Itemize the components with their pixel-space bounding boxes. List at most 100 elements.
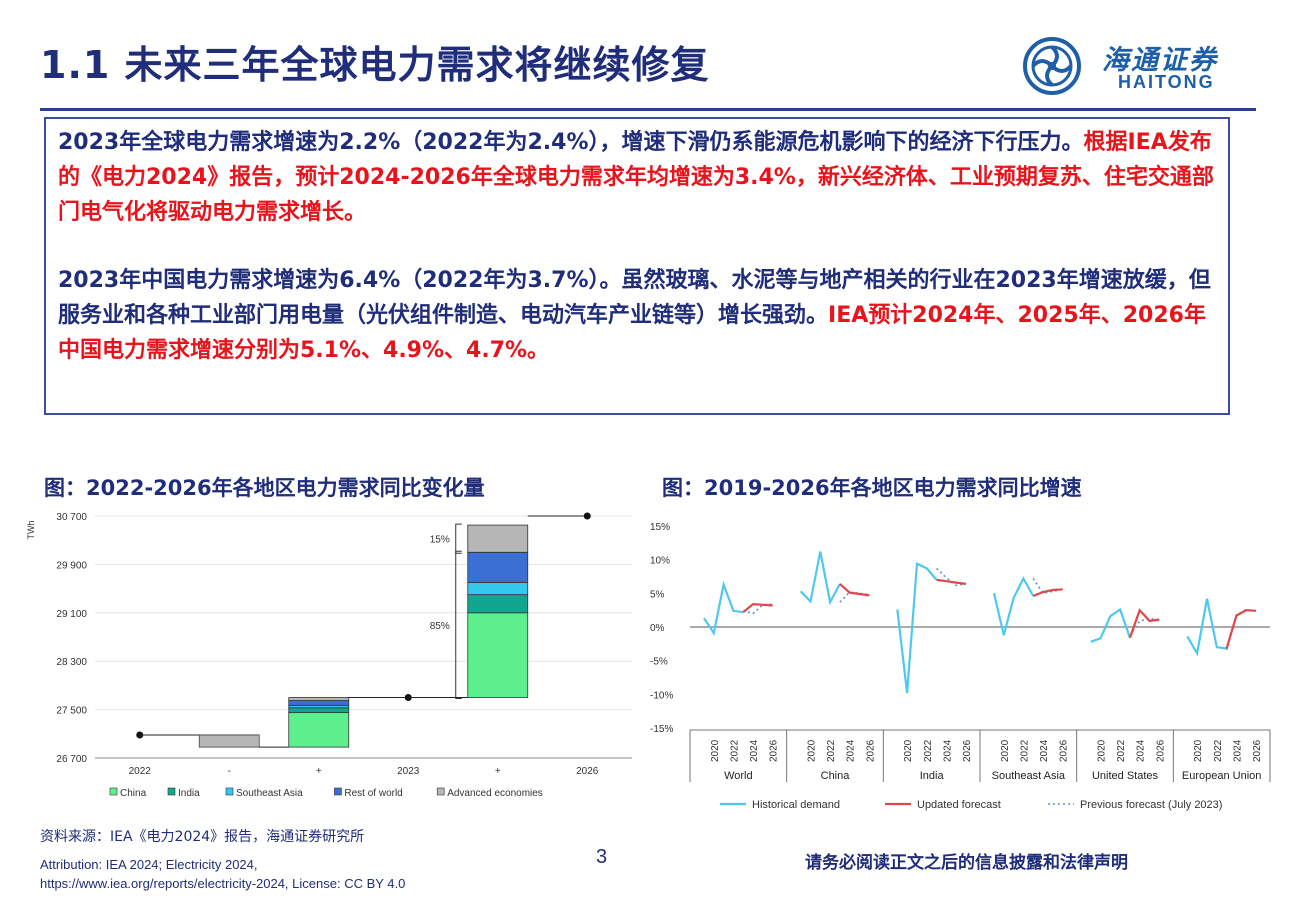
y-tick-label: 10% <box>650 556 670 567</box>
legend-label: Southeast Asia <box>236 788 303 799</box>
historical-line-0 <box>703 580 744 636</box>
year-tick-label: 2024 <box>942 739 953 762</box>
stack-2026-rest-of-world <box>467 551 529 583</box>
chart1-title: 图：2022-2026年各地区电力需求同比变化量 <box>44 476 485 500</box>
region-label: Southeast Asia <box>992 770 1066 782</box>
y-tick-label: 27 500 <box>56 706 87 717</box>
legend-swatch <box>167 787 176 796</box>
advanced-share-label: 15% <box>430 535 450 546</box>
year-tick-label: 2020 <box>1096 739 1107 762</box>
year-tick-label: 2026 <box>962 739 973 762</box>
source-note: 资料来源：IEA《电力2024》报告，海通证券研究所 <box>40 829 365 845</box>
previous-forecast-line-0 <box>742 603 773 615</box>
summary-global-forecast: 根据IEA发布的《电力2024》报告，预计2024-2026年全球电力需求年均增… <box>58 130 1214 225</box>
logo-english-text: HAITONG <box>1118 72 1215 92</box>
year-tick-label: 2024 <box>1136 739 1147 762</box>
attribution: Attribution: IEA 2024; Electricity 2024,… <box>40 855 405 893</box>
stack-2023-china <box>288 712 350 748</box>
company-logo: 海通证券 HAITONG <box>1022 36 1252 96</box>
previous-forecast-line-2 <box>936 567 967 587</box>
y-tick-label: 28 300 <box>56 657 87 668</box>
decrease-bar-advanced <box>198 734 260 748</box>
updated-forecast-line-1 <box>839 583 870 597</box>
summary-paragraph-china: 2023年中国电力需求增速为6.4%（2022年为3.7%）。虽然玻璃、水泥等与… <box>58 263 1216 368</box>
title-divider <box>40 108 1256 111</box>
year-tick-label: 2022 <box>729 739 740 762</box>
historical-line-1 <box>799 551 841 606</box>
year-tick-label: 2020 <box>1000 739 1011 762</box>
previous-forecast-line-5 <box>1225 608 1257 651</box>
attribution-link[interactable]: https://www.iea.org/reports/electricity-… <box>40 876 406 891</box>
x-tick-label: - <box>228 766 231 777</box>
year-tick-label: 2026 <box>1252 739 1263 762</box>
y-tick-label: 15% <box>650 522 670 533</box>
region-label: China <box>821 770 851 782</box>
historical-line-4 <box>1090 607 1131 643</box>
legend-swatch <box>436 787 445 796</box>
year-tick-label: 2026 <box>1059 739 1070 762</box>
legend-label: India <box>178 788 200 799</box>
updated-forecast-line-0 <box>742 602 773 614</box>
summary-paragraph-global: 2023年全球电力需求增速为2.2%（2022年为2.4%），增速下滑仍系能源危… <box>58 125 1216 230</box>
summary-china-forecast: IEA预计2024年、2025年、2026年中国电力需求增速分别为5.1%、4.… <box>58 303 1206 363</box>
y-tick-label: 0% <box>650 623 665 634</box>
legend-swatch <box>334 787 342 796</box>
legend-swatch <box>109 787 118 796</box>
updated-forecast-line-2 <box>936 578 967 585</box>
demand-change-waterfall-chart: TWh 26 700 27 500 28 300 29 100 29 900 30 700 2… <box>26 512 632 799</box>
total-marker-2026 <box>583 512 591 520</box>
updated-forecast-line-3 <box>1032 588 1063 598</box>
legend-label: China <box>120 788 147 799</box>
year-tick-label: 2020 <box>710 739 721 762</box>
year-tick-label: 2022 <box>1116 739 1127 762</box>
emerging-share-label: 85% <box>430 621 450 632</box>
year-tick-label: 2020 <box>1193 739 1204 762</box>
year-tick-label: 2020 <box>903 739 914 762</box>
year-tick-label: 2024 <box>846 739 857 762</box>
haitong-logo-icon <box>1023 37 1081 95</box>
legend-label: Updated forecast <box>917 799 1001 811</box>
advanced-share-bracket <box>455 523 462 554</box>
y-axis-label: TWh <box>26 521 36 540</box>
page-title: 1.1 未来三年全球电力需求将继续修复 <box>40 43 710 87</box>
legend-label: Historical demand <box>752 799 840 811</box>
page-number: 3 <box>596 846 608 868</box>
x-tick-label: 2023 <box>397 766 420 777</box>
x-tick-label: 2026 <box>576 766 599 777</box>
attribution-line-1: Attribution: IEA 2024; Electricity 2024, <box>40 857 258 872</box>
y-tick-label: 5% <box>650 589 665 600</box>
y-tick-label: 29 100 <box>56 609 87 620</box>
stack-2026-advanced-economies <box>467 524 529 553</box>
region-label: European Union <box>1182 770 1262 782</box>
x-tick-label: + <box>495 766 501 777</box>
x-tick-label: + <box>316 766 322 777</box>
stack-2023-rest-of-world <box>288 700 350 706</box>
y-tick-label: -5% <box>650 657 668 668</box>
year-tick-label: 2022 <box>1019 739 1030 762</box>
x-tick-label: 2022 <box>129 766 152 777</box>
summary-china-text: 2023年中国电力需求增速为6.4%（2022年为3.7%）。虽然玻璃、水泥等与… <box>58 268 1211 328</box>
year-tick-label: 2022 <box>923 739 934 762</box>
historical-line-3 <box>992 576 1035 636</box>
legend-label: Previous forecast (July 2023) <box>1080 799 1222 811</box>
region-label: India <box>920 770 945 782</box>
year-tick-label: 2020 <box>806 739 817 762</box>
historical-line-2 <box>896 562 938 694</box>
year-tick-label: 2024 <box>1039 739 1050 762</box>
year-tick-label: 2022 <box>826 739 837 762</box>
legend-swatch <box>225 787 234 796</box>
chart2-title: 图：2019-2026年各地区电力需求同比增速 <box>662 476 1082 500</box>
logo-chinese-text: 海通证券 <box>1102 45 1218 76</box>
summary-global-text: 2023年全球电力需求增速为2.2%（2022年为2.4%），增速下滑仍系能源危… <box>58 130 1084 155</box>
legend-label: Advanced economies <box>447 788 543 799</box>
stack-2026-southeast-asia <box>467 582 529 596</box>
demand-growth-line-chart: -15% -10% -5% 0% 5% 10% 15% 2020 2022 2024 2026 Wor… <box>650 522 1271 811</box>
updated-forecast-line-5 <box>1225 609 1257 649</box>
updated-forecast-line-4 <box>1128 608 1160 639</box>
year-tick-label: 2026 <box>865 739 876 762</box>
year-tick-label: 2024 <box>749 739 760 762</box>
y-tick-label: 30 700 <box>56 512 87 523</box>
year-tick-label: 2026 <box>769 739 780 762</box>
y-tick-label: 29 900 <box>56 560 87 571</box>
year-tick-label: 2026 <box>1155 739 1166 762</box>
